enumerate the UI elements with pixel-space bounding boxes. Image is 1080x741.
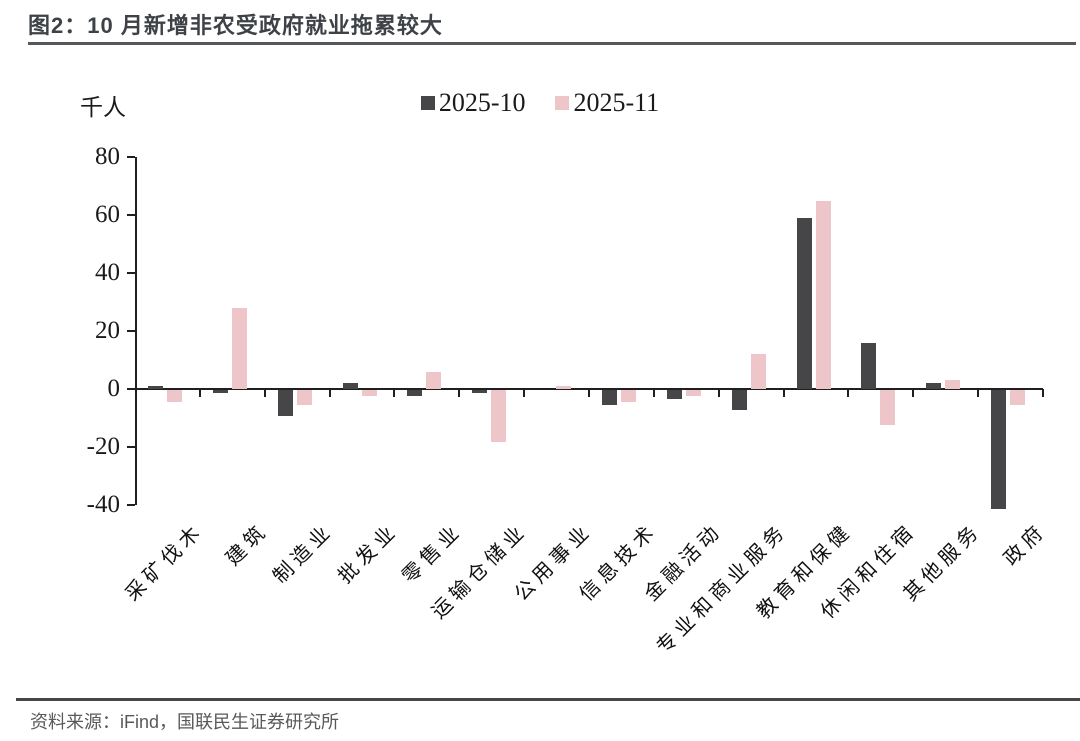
bar-2025-11-采矿伐木 xyxy=(167,390,182,402)
bar-2025-10-运输仓储业 xyxy=(472,390,488,393)
x-axis-category-label: 政府 xyxy=(1000,519,1052,571)
bar-2025-10-金融活动 xyxy=(666,390,682,399)
y-axis-tick-label: -40 xyxy=(86,491,120,518)
bar-2025-10-采矿伐木 xyxy=(148,386,163,389)
x-axis-tick xyxy=(393,389,396,397)
y-axis-tick xyxy=(127,388,135,390)
y-axis-tick xyxy=(127,214,135,216)
x-axis-tick xyxy=(588,389,590,397)
bar-2025-10-教育和保健 xyxy=(796,217,812,389)
bar-2025-11-教育和保健 xyxy=(815,200,831,389)
legend-item-2025-10: 2025-10 xyxy=(420,88,526,117)
x-axis-tick xyxy=(652,389,655,397)
legend-label: 2025-10 xyxy=(438,88,526,117)
x-axis-tick xyxy=(198,389,201,397)
bar-2025-11-公用事业 xyxy=(556,386,572,389)
x-axis-tick xyxy=(847,389,850,397)
legend-item-2025-11: 2025-11 xyxy=(555,90,659,116)
bar-2025-10-休闲和住宿 xyxy=(861,342,877,389)
y-axis-tick-label: 0 xyxy=(107,375,121,402)
legend-label: 2025-11 xyxy=(573,88,660,117)
bar-2025-11-休闲和住宿 xyxy=(880,390,896,425)
bar-2025-10-批发业 xyxy=(342,383,358,389)
y-axis-tick-label: 20 xyxy=(95,317,120,344)
bar-2025-11-零售业 xyxy=(426,371,442,389)
x-axis-category-label: 采矿伐木 xyxy=(121,519,208,606)
bar-2025-10-制造业 xyxy=(277,390,293,417)
y-axis-line xyxy=(135,157,137,505)
bar-2025-10-零售业 xyxy=(407,390,423,396)
x-axis-category-label: 批发业 xyxy=(333,519,403,588)
bar-2025-11-金融活动 xyxy=(685,390,701,396)
y-axis-tick xyxy=(127,330,135,332)
bar-2025-10-信息技术 xyxy=(602,390,617,405)
x-axis-tick xyxy=(912,389,915,397)
x-axis-tick xyxy=(1042,389,1044,397)
y-axis-tick-label: 60 xyxy=(95,201,120,228)
bar-2025-11-政府 xyxy=(1010,390,1026,405)
x-axis-category-label: 制造业 xyxy=(268,519,338,588)
figure-title: 图2：10 月新增非农受政府就业拖累较大 xyxy=(28,13,443,38)
x-axis-tick xyxy=(717,389,720,397)
y-axis-unit-label: 千人 xyxy=(80,95,126,120)
x-axis-category-label: 建筑 xyxy=(221,519,273,571)
y-axis-tick xyxy=(127,272,135,274)
bar-2025-11-其他服务 xyxy=(945,380,961,389)
y-axis-tick xyxy=(127,156,135,158)
x-axis-tick xyxy=(458,389,461,397)
x-axis-tick xyxy=(977,389,980,397)
bar-2025-10-建筑 xyxy=(212,390,228,393)
x-axis-tick xyxy=(523,389,526,397)
legend-swatch-pink xyxy=(555,96,570,110)
y-axis-tick xyxy=(127,446,135,448)
bar-2025-10-政府 xyxy=(991,390,1007,509)
bar-2025-11-专业和商业服务 xyxy=(750,354,766,389)
bar-2025-10-其他服务 xyxy=(926,383,942,389)
bar-2025-11-运输仓储业 xyxy=(491,390,507,443)
bar-2025-11-制造业 xyxy=(296,390,312,405)
data-source-note: 资料来源：iFind，国联民生证券研究所 xyxy=(30,712,340,732)
footer-rule xyxy=(16,698,1080,701)
bar-2025-11-信息技术 xyxy=(621,390,636,402)
y-axis-tick-label: 80 xyxy=(95,143,120,170)
x-axis-tick xyxy=(263,389,266,397)
y-axis-tick-label: -20 xyxy=(86,433,120,460)
x-axis-tick xyxy=(328,389,331,397)
x-axis-tick xyxy=(782,389,785,397)
bar-2025-11-建筑 xyxy=(231,307,247,389)
legend-swatch-dark xyxy=(420,96,435,110)
bar-2025-10-专业和商业服务 xyxy=(731,390,747,411)
y-axis-tick xyxy=(127,504,135,506)
title-underline xyxy=(28,42,1076,45)
bar-2025-11-批发业 xyxy=(361,390,377,396)
y-axis-tick-label: 40 xyxy=(95,259,120,286)
chart-legend: 2025-10 2025-11 xyxy=(0,90,1080,116)
